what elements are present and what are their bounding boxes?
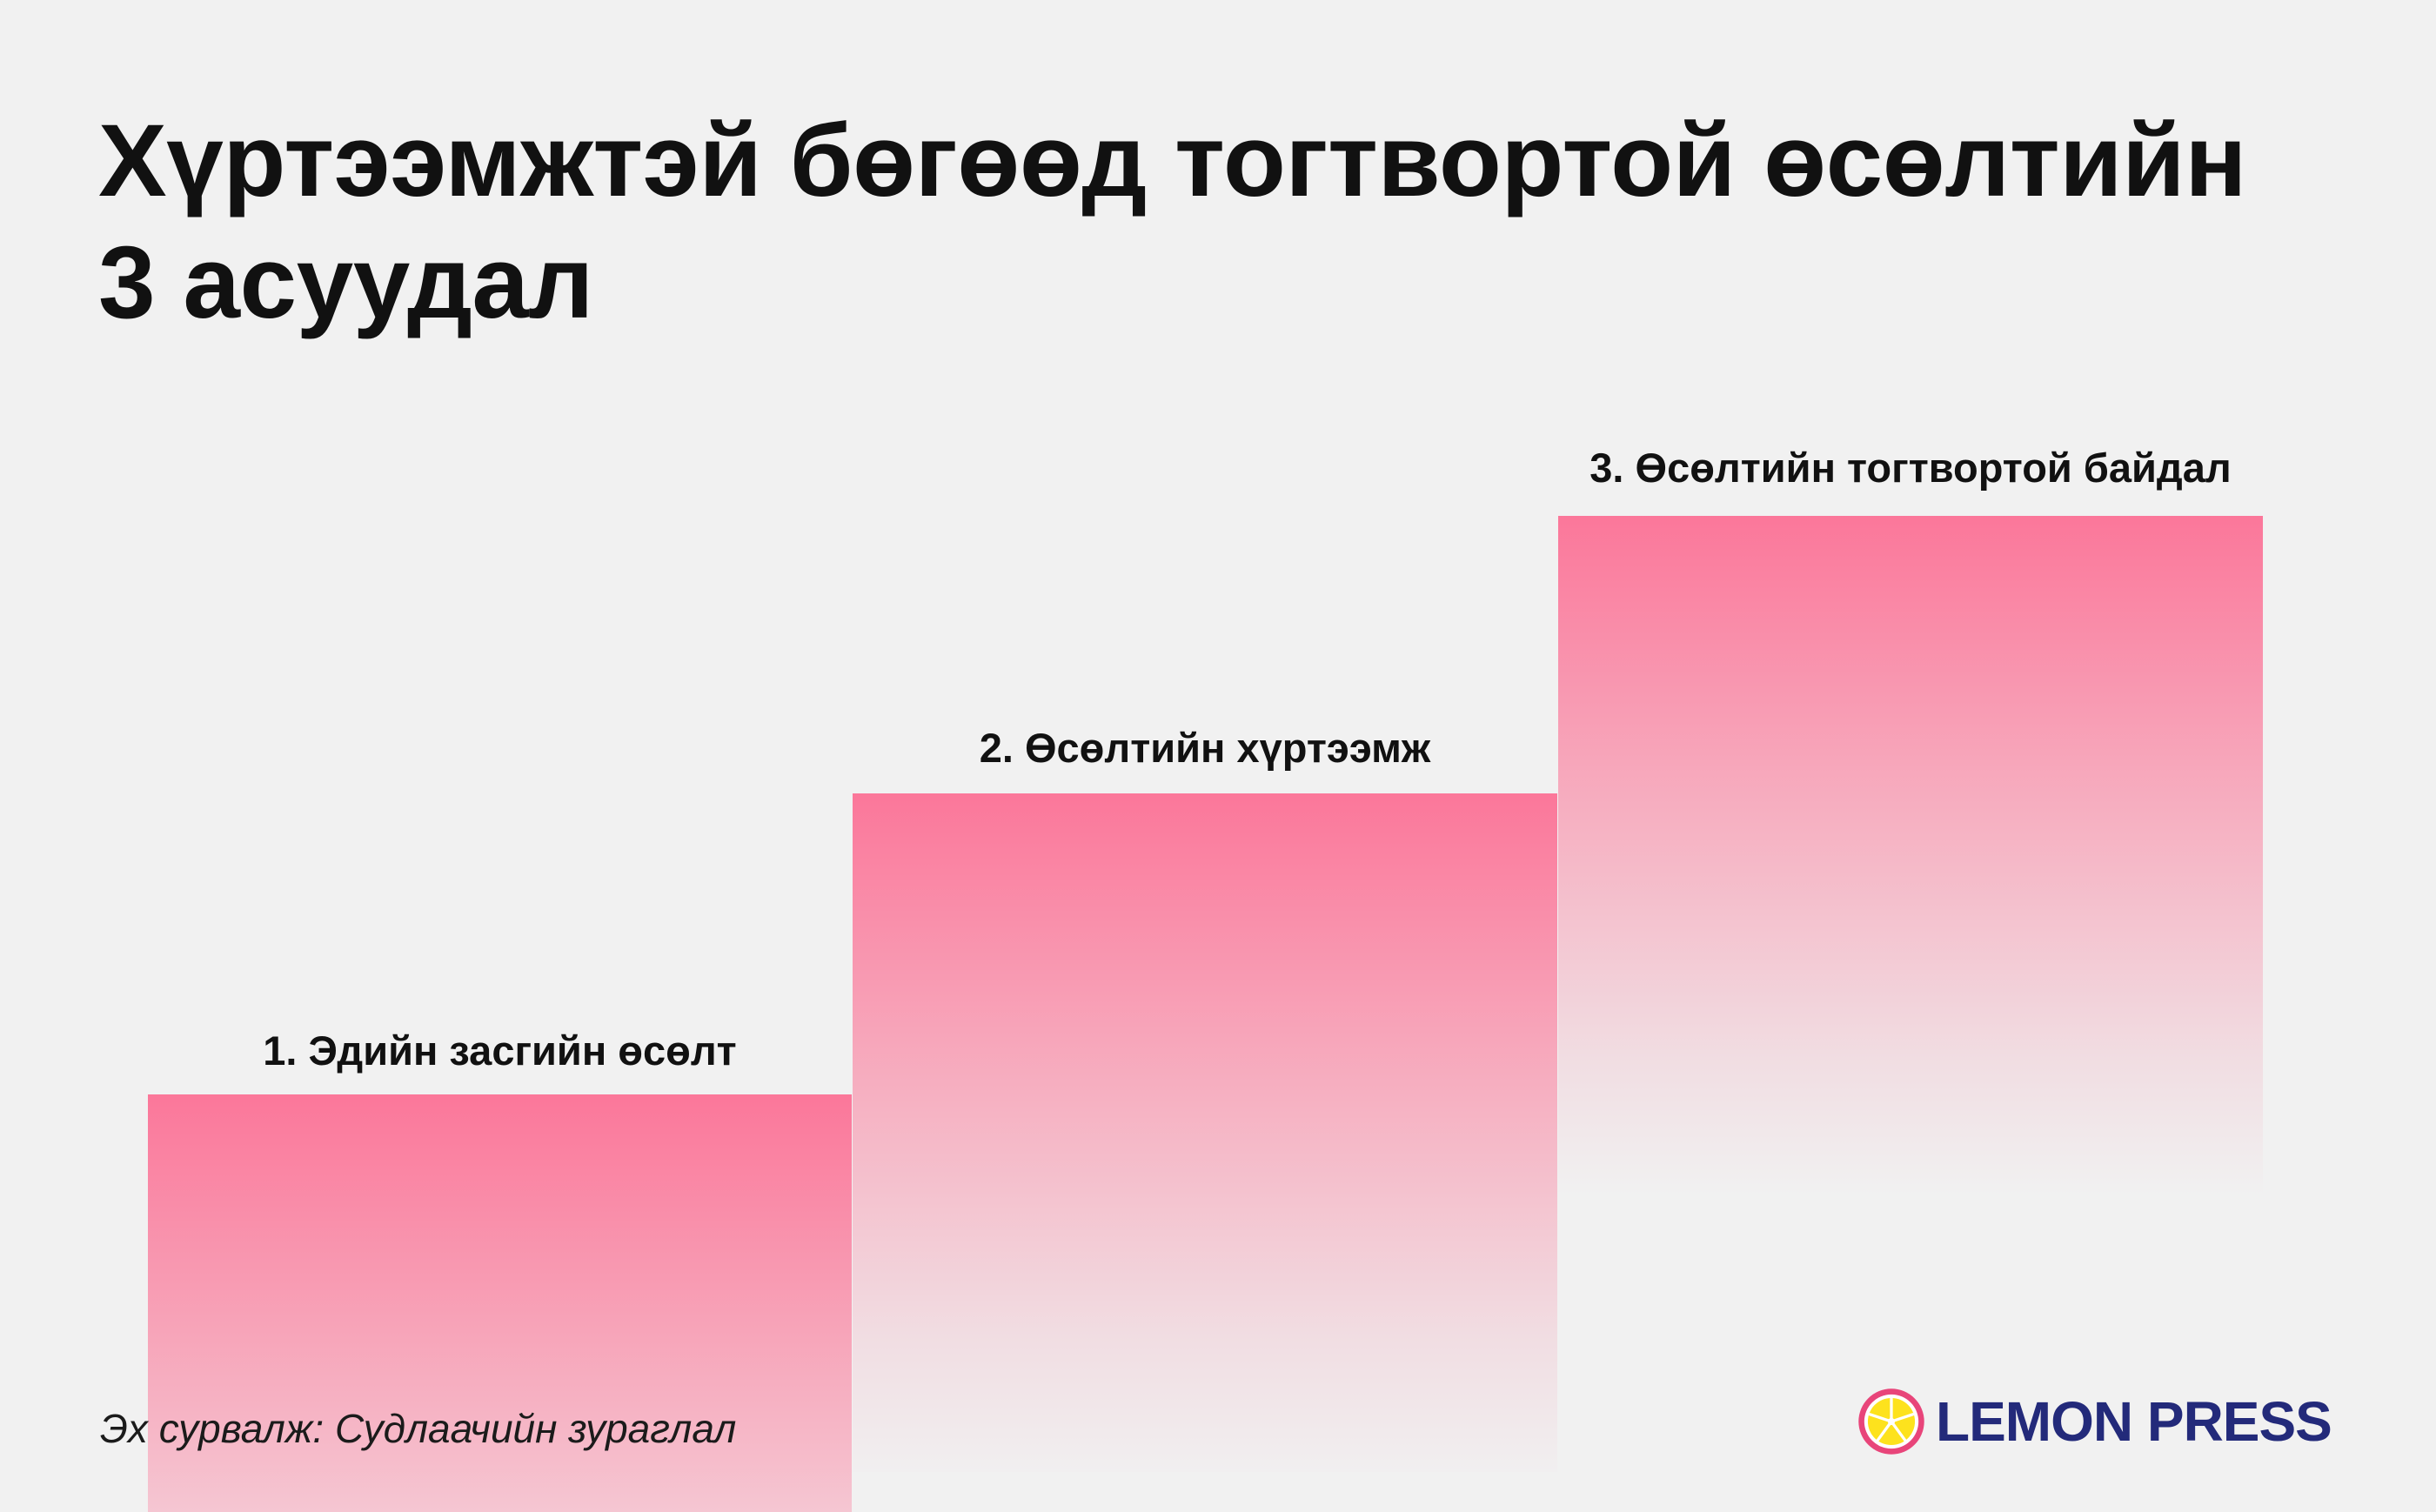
step-3-label: 3. Өсөлтийн тогтвортой байдал — [1589, 445, 2232, 491]
step-1-block — [148, 1094, 852, 1512]
step-2-label: 2. Өсөлтийн хүртээмж — [979, 725, 1431, 771]
page-title: Хүртээмжтэй бөгөөд тогтвортой өсөлтийн 3… — [98, 100, 2360, 344]
lemon-slice-icon — [1858, 1388, 1924, 1455]
step-2-block — [853, 793, 1557, 1472]
title-line-2: 3 асуудал — [98, 225, 593, 340]
title-line-1: Хүртээмжтэй бөгөөд тогтвортой өсөлтийн — [98, 104, 2246, 218]
source-note: Эх сурвалж: Судлаачийн зураглал — [100, 1406, 737, 1451]
step-3-block — [1558, 516, 2263, 1194]
brand-logo: LEMON PRESS — [1856, 1385, 2332, 1458]
brand-name: LEMON PRESS — [1936, 1390, 2332, 1453]
step-1-label: 1. Эдийн засгийн өсөлт — [263, 1027, 737, 1074]
